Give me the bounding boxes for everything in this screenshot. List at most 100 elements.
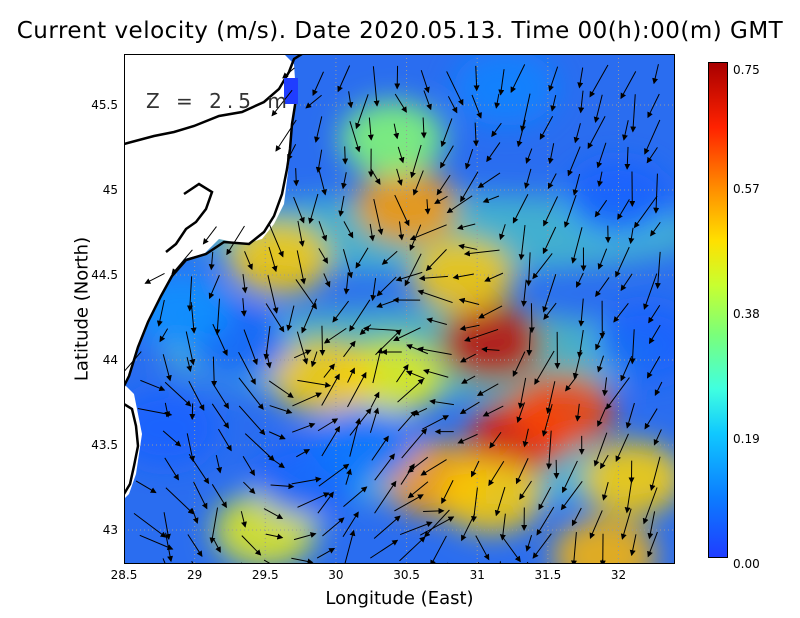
velocity-arrow [482,195,500,203]
velocity-arrow [395,271,423,282]
colorbar-tick-label: 0.00 [733,557,760,571]
velocity-arrow [398,221,405,241]
velocity-arrow [312,71,324,96]
x-tick-label: 32 [610,568,627,582]
velocity-arrow [296,331,309,365]
velocity-arrow [652,64,659,85]
velocity-arrow [615,246,630,278]
velocity-arrow [404,253,422,287]
velocity-arrow [482,405,504,417]
velocity-arrow [323,363,335,378]
velocity-arrow [159,328,169,343]
velocity-arrow [572,173,581,196]
velocity-arrow [520,279,527,307]
velocity-arrow [355,247,369,269]
velocity-arrow [373,198,384,236]
velocity-arrow [282,67,295,79]
velocity-arrow [601,481,609,501]
coastline-south [124,402,140,495]
velocity-arrow [293,168,300,187]
velocity-arrow [547,173,557,190]
velocity-arrow [394,93,407,113]
velocity-arrow [394,194,410,227]
velocity-arrow [620,71,637,100]
velocity-arrow [397,378,425,403]
velocity-arrow [538,486,552,511]
velocity-arrow [295,279,317,310]
velocity-arrow [185,331,196,366]
velocity-arrow [426,317,447,325]
velocity-arrow [440,145,454,169]
velocity-arrow [374,453,395,481]
velocity-arrow [392,327,421,342]
velocity-arrow [241,273,248,294]
velocity-arrow [293,349,312,359]
velocity-arrow [518,225,526,261]
velocity-arrow [238,405,266,436]
velocity-arrow [208,251,215,271]
velocity-arrow [456,223,476,231]
colorbar-tick-label: 0.38 [733,306,760,321]
velocity-arrow [486,142,501,163]
speed-blob [509,373,614,449]
velocity-arrow [318,463,350,487]
velocity-arrow [484,272,504,282]
y-tick-label: 45 [102,183,118,197]
speed-blob [340,101,445,177]
velocity-arrow [214,298,221,336]
velocity-arrow [629,534,637,557]
coastline-north [124,54,303,146]
velocity-arrow [212,323,228,356]
velocity-arrow [461,375,476,384]
velocity-arrow [471,94,482,119]
velocity-arrow [424,509,450,538]
velocity-arrow [400,463,415,485]
velocity-arrow [140,379,166,391]
velocity-arrow [458,243,478,250]
velocity-arrow [370,539,399,559]
speed-blob [269,339,374,415]
velocity-arrow [317,491,334,514]
speed-blob [453,54,558,126]
velocity-arrow [525,252,532,287]
colorbar-tick-label: 0.75 [733,63,760,77]
velocity-arrow [374,480,397,514]
velocity-arrow [323,327,347,344]
velocity-arrow [446,195,473,214]
plot-frame [124,54,675,564]
velocity-arrow [162,430,182,447]
velocity-arrow [319,325,326,356]
velocity-arrow [434,195,448,204]
velocity-arrow [347,91,354,109]
velocity-arrow [349,121,361,153]
y-tick-label: 44 [102,353,118,367]
velocity-arrow [362,325,399,332]
velocity-arrow [218,428,232,452]
velocity-arrow [243,329,258,366]
velocity-arrow [186,276,193,312]
velocity-arrow [597,407,607,427]
velocity-arrow [536,506,555,536]
velocity-arrow [410,144,422,179]
velocity-arrow [602,377,608,397]
velocity-arrow [471,460,480,478]
velocity-arrow [547,143,555,165]
velocity-arrow [452,273,474,280]
velocity-arrow [316,547,336,559]
velocity-arrow [343,486,368,508]
velocity-arrow [291,557,314,564]
velocity-arrow [423,507,445,514]
y-tick-label: 45.5 [91,98,118,112]
velocity-arrow [571,227,583,264]
x-tick-label: 29 [187,568,203,582]
velocity-arrow [620,273,633,292]
velocity-arrow [613,303,629,323]
land-area [124,54,296,384]
velocity-vectors [124,64,663,564]
velocity-arrow [296,449,311,458]
velocity-arrow [186,433,196,463]
velocity-arrow [297,492,330,508]
velocity-arrow [517,377,527,410]
velocity-arrow [292,392,322,407]
velocity-arrow [461,513,476,542]
